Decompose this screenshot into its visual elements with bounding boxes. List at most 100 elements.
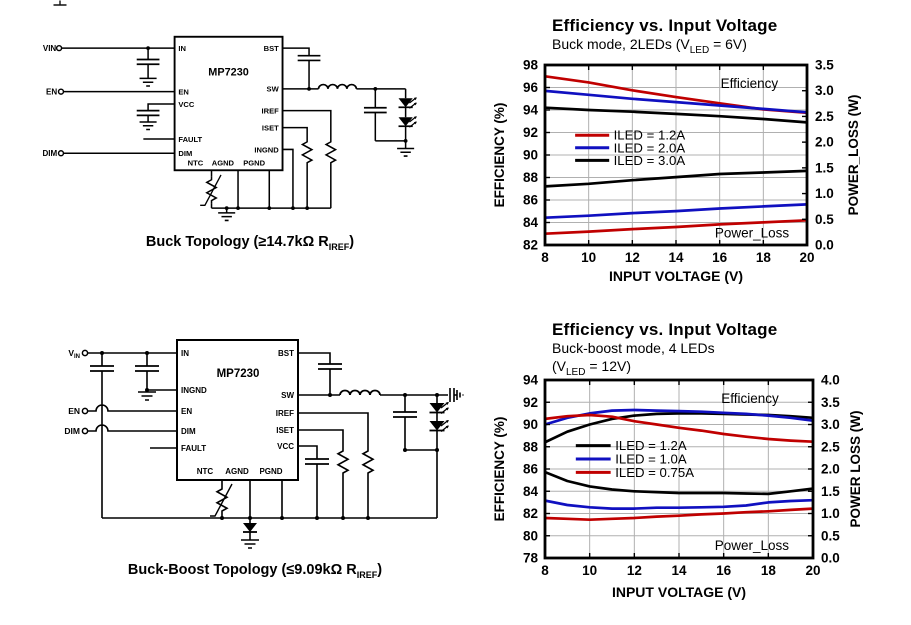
y-tick-label-right: 2.0 [815,135,834,150]
capacitor-symbol [134,365,160,372]
y-tick-label-right: 3.0 [815,83,834,98]
pin-label-pgnd: PGND [259,467,282,476]
inductor-symbol [339,389,381,396]
ground-symbol [217,212,236,222]
pin-label-ingnd: INGND [254,145,279,154]
x-tick-label: 16 [712,250,728,265]
pin-label-iset: ISET [276,426,294,435]
input-label-vin: VIN [43,44,57,53]
input-label-vin: VIN [68,348,80,360]
thermistor-symbol [210,484,232,516]
y-tick-label-right: 2.5 [821,439,840,454]
ground-symbol [137,391,157,401]
page-edge-artifact [53,0,67,6]
y-tick-label-left: 82 [523,238,538,253]
pin-label-ingnd: INGND [181,386,207,395]
buck-caption: Buck Topology (≥14.7kΩ RIREF) [145,234,355,252]
y-tick-label-right: 2.5 [815,109,834,124]
pin-label-dim: DIM [181,427,196,436]
legend-item: ILED = 0.75A [615,465,694,480]
input-label-en: EN [68,406,80,416]
pin-label-vcc: VCC [178,100,195,109]
chart-title: Efficiency vs. Input Voltage [552,320,778,339]
junction-dots [100,351,439,520]
x-tick-label: 14 [671,563,687,578]
capacitor-symbol [304,458,330,465]
resistor-symbol [325,138,337,167]
pin-label-sw: SW [281,391,294,400]
capacitor-symbol [392,411,418,418]
plot-annotation: Power_Loss [715,225,790,240]
legend-item: ILED = 1.2A [615,438,687,453]
efficiency-chart-buckboost: Efficiency vs. Input Voltage Buck-boost m… [478,318,910,623]
pin-label-iset: ISET [262,123,279,132]
pin-label-ntc: NTC [188,159,204,168]
plot-annotation: Efficiency [721,391,779,406]
y-tick-label-right: 3.5 [815,58,834,73]
inductor-symbol [317,83,358,90]
pin-label-fault: FAULT [181,444,206,453]
y-tick-label-right: 0.0 [815,238,834,253]
x-tick-label: 10 [581,250,596,265]
series-group [545,74,807,236]
series-line [545,507,813,522]
series-line [545,89,807,114]
buckboost-caption: Buck-Boost Topology (≤9.09kΩ RIREF) [127,562,383,580]
y-axis-label-left: EFFICIENCY (%) [492,103,507,208]
input-label-en: EN [46,88,57,97]
legend-item: ILED = 3.0A [614,153,686,168]
x-axis-label: INPUT VOLTAGE (V) [609,268,743,284]
y-tick-label-left: 84 [523,484,539,499]
led-symbol [397,96,418,110]
en-terminal [57,88,65,95]
ground-symbol [138,77,158,87]
capacitor-symbol [135,58,161,66]
x-tick-label: 8 [541,563,549,578]
capacitor-symbol [317,363,343,370]
series-line [545,106,807,124]
y-tick-label-right: 1.5 [815,160,834,175]
y-tick-label-right: 0.5 [821,528,840,543]
y-axis-label-right: POWER LOSS (W) [848,411,863,528]
tick-labels: 82 84 86 88 90 92 94 96 98 0.0 0.5 1.0 1.5 2.0 2.5 3.0 3… [523,58,834,266]
ground-symbol [240,539,260,549]
buckboost-schematic: VIN EN DIM MP7230 IN INGND EN DIM FAULT … [64,339,464,549]
y-tick-label-right: 1.0 [815,186,834,201]
mp7230-chip [176,339,299,481]
diode-symbol [242,522,258,533]
y-tick-label-right: 2.0 [821,462,840,477]
pin-label-en: EN [181,407,192,416]
y-tick-label-left: 90 [523,148,538,163]
pin-label-sw: SW [267,85,280,94]
y-tick-label-right: 1.5 [821,484,840,499]
pin-label-en: EN [178,88,189,97]
y-tick-label-right: 3.0 [821,417,840,432]
legend-item: ILED = 1.2A [614,128,686,143]
pin-label-fault: FAULT [178,135,202,144]
tick-labels: 78 80 82 84 86 88 90 92 94 0.0 0.5 1.0 1.5 2.0 2.5 3.0 3… [523,373,840,579]
x-axis-label: INPUT VOLTAGE (V) [612,584,746,600]
y-axis-label-right: POWER_LOSS (W) [846,95,861,216]
buck-schematic: VIN EN DIM MP7230 IN EN VCC FAULT DIM BS… [42,35,418,222]
series-line [545,413,813,444]
plot-annotation: Power_Loss [715,538,790,553]
y-tick-label-right: 1.0 [821,506,840,521]
legend-item: ILED = 2.0A [614,140,686,155]
capacitor-symbol [89,365,115,372]
resistor-symbol [301,138,313,167]
ground-symbol [396,147,415,157]
y-tick-label-left: 90 [523,417,538,432]
input-label-dim: DIM [64,426,80,436]
capacitor-symbol [135,109,161,117]
y-tick-label-left: 92 [523,125,538,140]
y-tick-label-left: 88 [523,170,539,185]
led-symbol [428,401,450,415]
y-tick-label-right: 0.5 [815,212,834,227]
x-tick-label: 20 [799,250,814,265]
resistor-symbol [362,447,374,477]
y-tick-label-left: 92 [523,395,538,410]
y-tick-label-left: 94 [523,103,539,118]
